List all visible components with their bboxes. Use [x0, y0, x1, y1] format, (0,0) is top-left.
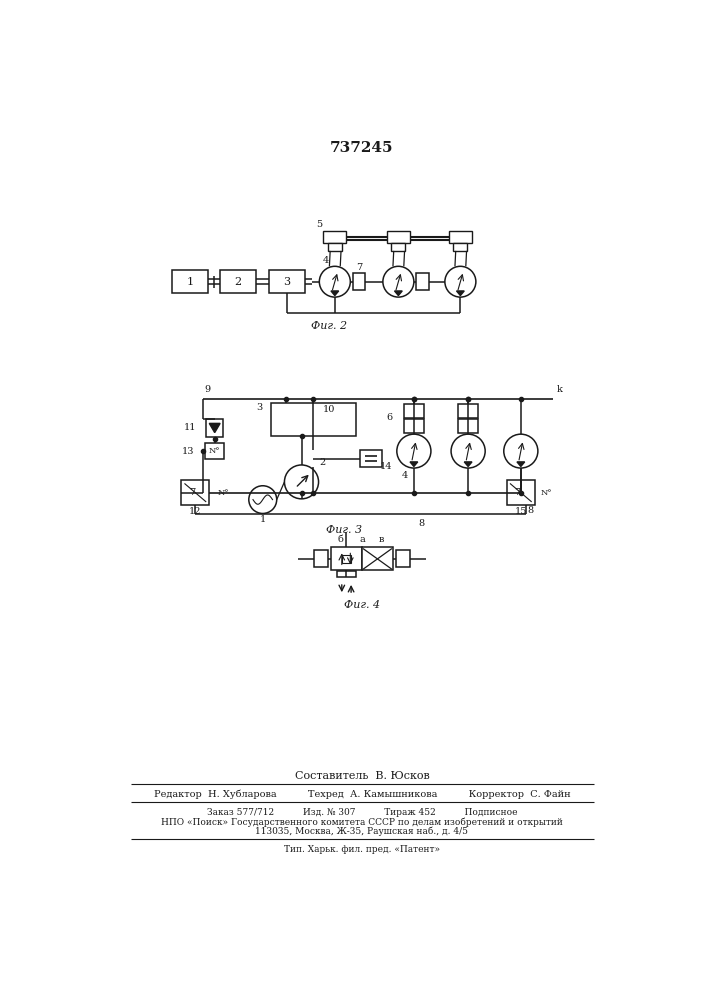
Text: 737245: 737245 [330, 141, 394, 155]
Text: Фиг. 4: Фиг. 4 [344, 600, 380, 610]
Bar [220, 270, 256, 293]
Text: 13: 13 [182, 447, 194, 456]
Polygon shape [395, 291, 402, 296]
Text: в: в [379, 535, 384, 544]
Text: 2: 2 [235, 277, 242, 287]
Bar [323, 231, 346, 243]
Text: НПО «Поиск» Государственного комитета СССР по делам изобретений и открытий: НПО «Поиск» Государственного комитета СС… [161, 817, 563, 827]
Text: 5: 5 [316, 220, 322, 229]
Text: б: б [337, 535, 343, 544]
Text: Тип. Харьк. фил. пред. «Патент»: Тип. Харьк. фил. пред. «Патент» [284, 845, 440, 854]
Text: 6: 6 [387, 413, 393, 422]
Circle shape [249, 486, 276, 513]
Text: N°: N° [218, 489, 229, 497]
Text: 1: 1 [259, 515, 266, 524]
Text: 15: 15 [515, 507, 527, 516]
Bar [507, 480, 534, 505]
Text: k: k [556, 385, 563, 394]
Bar [353, 273, 365, 290]
Circle shape [284, 465, 319, 499]
Bar [271, 403, 356, 436]
Bar [387, 231, 410, 243]
Text: N°: N° [541, 489, 552, 497]
Circle shape [504, 434, 538, 468]
Text: 14: 14 [380, 462, 392, 471]
Text: 113035, Москва, Ж-35, Раушская наб., д. 4/5: 113035, Москва, Ж-35, Раушская наб., д. … [255, 827, 469, 836]
Bar [182, 480, 209, 505]
Text: 4: 4 [402, 471, 408, 480]
Polygon shape [517, 462, 525, 466]
Text: N°: N° [209, 447, 221, 455]
Text: Фиг. 3: Фиг. 3 [326, 525, 362, 535]
Circle shape [397, 434, 431, 468]
Bar [416, 273, 428, 290]
Polygon shape [331, 291, 339, 296]
Text: 4: 4 [322, 256, 329, 265]
Bar [341, 555, 351, 563]
Text: Составитель  В. Юсков: Составитель В. Юсков [295, 771, 429, 781]
Bar [453, 243, 467, 251]
Bar [396, 550, 410, 567]
Text: 2: 2 [320, 458, 325, 467]
Circle shape [445, 266, 476, 297]
Bar [172, 270, 208, 293]
Bar [404, 419, 424, 433]
Circle shape [383, 266, 414, 297]
Text: 8: 8 [527, 506, 533, 515]
Polygon shape [464, 462, 472, 466]
Text: 3: 3 [257, 403, 263, 412]
Bar [404, 404, 424, 418]
Text: 7: 7 [189, 488, 195, 497]
Circle shape [320, 266, 351, 297]
Text: 3: 3 [284, 277, 291, 287]
Polygon shape [209, 423, 220, 433]
Bar [392, 243, 405, 251]
Bar [269, 270, 305, 293]
Bar [449, 231, 472, 243]
Bar [206, 443, 224, 459]
Text: 8: 8 [419, 519, 425, 528]
Text: Редактор  Н. Хубларова          Техред  А. Камышникова          Корректор  С. Фа: Редактор Н. Хубларова Техред А. Камышник… [153, 790, 571, 799]
Text: а: а [359, 535, 365, 544]
Text: 7: 7 [356, 263, 362, 272]
Polygon shape [457, 291, 464, 296]
Bar [458, 419, 478, 433]
Text: 1: 1 [187, 277, 194, 287]
Text: Фиг. 2: Фиг. 2 [310, 321, 346, 331]
Text: Заказ 577/712          Изд. № 307          Тираж 452          Подписное: Заказ 577/712 Изд. № 307 Тираж 452 Подпи… [206, 808, 518, 817]
Bar [206, 419, 223, 437]
Bar [458, 404, 478, 418]
Text: 9: 9 [204, 385, 210, 394]
Bar [337, 571, 356, 577]
Text: 11: 11 [184, 424, 196, 432]
Polygon shape [410, 462, 418, 466]
Bar [362, 547, 393, 570]
Bar [314, 550, 328, 567]
Text: 7: 7 [515, 488, 521, 497]
Bar [328, 243, 341, 251]
Bar [361, 450, 382, 467]
Text: 12: 12 [189, 507, 201, 516]
Bar [331, 547, 362, 570]
Text: 10: 10 [322, 405, 335, 414]
Circle shape [451, 434, 485, 468]
